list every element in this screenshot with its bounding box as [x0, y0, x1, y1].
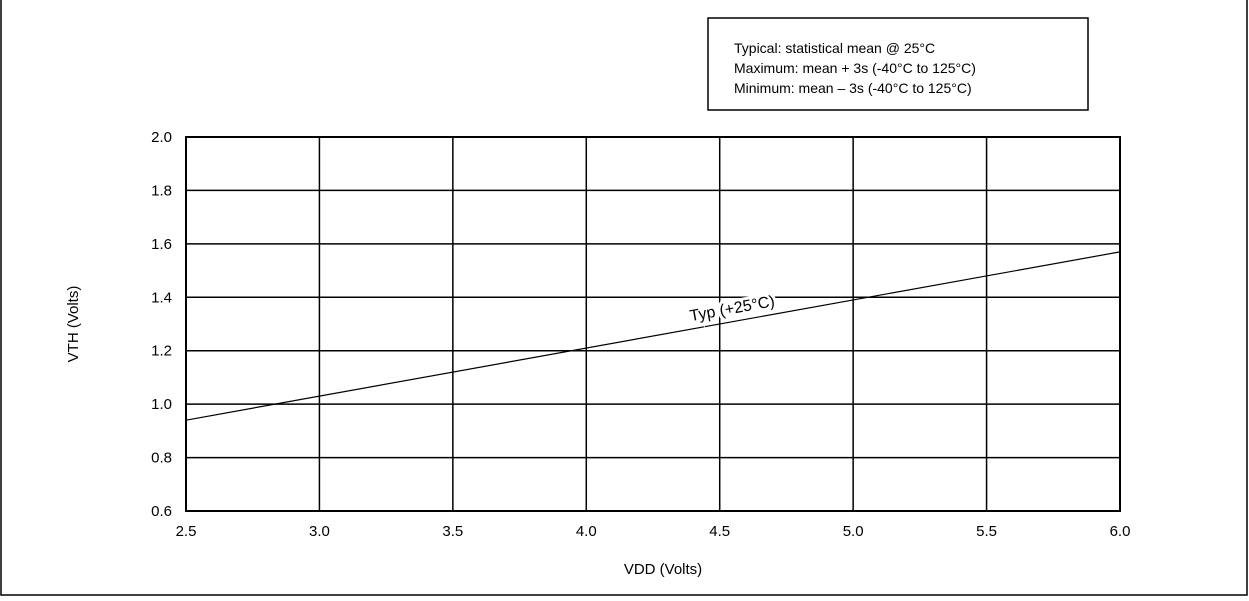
- y-tick-label: 0.8: [151, 450, 172, 467]
- series-lines: [185, 251, 1121, 421]
- y-tick-label: 2.0: [151, 129, 172, 146]
- x-tick-label: 6.0: [1110, 523, 1131, 540]
- x-tick-label: 5.5: [976, 523, 997, 540]
- x-tick-label: 5.0: [843, 523, 864, 540]
- y-tick-label: 1.0: [151, 396, 172, 413]
- x-tick-labels: 2.5 3.0 3.5 4.0 4.5 5.0 5.5 6.0: [176, 523, 1131, 540]
- y-tick-label: 0.6: [151, 503, 172, 520]
- x-tick-label: 3.5: [442, 523, 463, 540]
- y-tick-label: 1.2: [151, 343, 172, 360]
- y-tick-label: 1.8: [151, 182, 172, 199]
- legend-box: Typical: statistical mean @ 25°C Maximum…: [707, 17, 1089, 111]
- series-line-typ: [185, 251, 1121, 421]
- legend-line-minimum: Minimum: mean – 3s (-40°C to 125°C): [734, 80, 972, 96]
- x-tick-label: 4.5: [709, 523, 730, 540]
- y-tick-label: 1.4: [151, 289, 172, 306]
- x-tick-label: 3.0: [309, 523, 330, 540]
- y-tick-labels: 0.6 0.8 1.0 1.2 1.4 1.6 1.8 2.0: [151, 129, 172, 520]
- grid-lines: [185, 136, 1121, 512]
- y-axis-label: VTH (Volts): [65, 286, 82, 363]
- y-tick-label: 1.6: [151, 236, 172, 253]
- legend-line-maximum: Maximum: mean + 3s (-40°C to 125°C): [734, 60, 976, 76]
- legend-line-typical: Typical: statistical mean @ 25°C: [734, 40, 935, 56]
- x-tick-label: 4.0: [576, 523, 597, 540]
- plot-area-border: [185, 136, 1121, 512]
- legend-box-border: [707, 17, 1089, 111]
- x-axis-label: VDD (Volts): [624, 561, 702, 578]
- x-tick-label: 2.5: [176, 523, 197, 540]
